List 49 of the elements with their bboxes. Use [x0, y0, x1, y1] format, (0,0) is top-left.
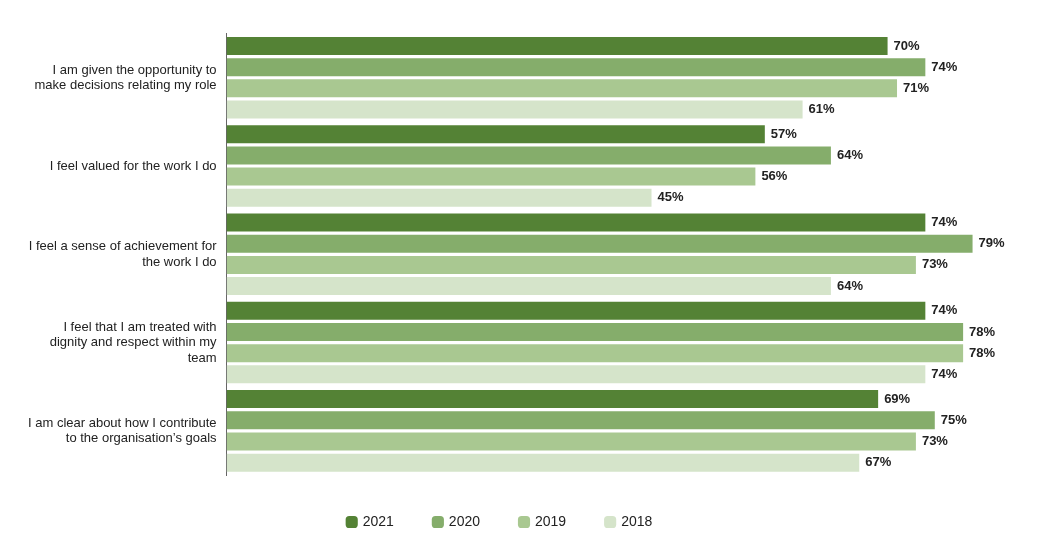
- data-label: 57%: [770, 125, 798, 141]
- data-label: 75%: [940, 411, 968, 427]
- data-label: 70%: [893, 37, 921, 53]
- bar: [226, 365, 926, 384]
- data-label: 69%: [884, 390, 911, 406]
- data-label: 56%: [761, 168, 788, 184]
- y-tick-label: I feel that I am treated with dignity and respect within my team: [49, 318, 218, 365]
- bar: [226, 100, 803, 119]
- y-tick-label: I am clear about how I contribute to the organisation’s goals: [27, 414, 218, 446]
- bar: [226, 390, 879, 409]
- data-label: 74%: [931, 365, 958, 381]
- bar: [226, 277, 831, 296]
- bar: [226, 432, 916, 451]
- data-label: 73%: [921, 256, 949, 272]
- bar: [226, 188, 652, 207]
- legend-label: 2020: [448, 512, 481, 529]
- legend-label: 2019: [535, 512, 567, 529]
- data-label: 67%: [865, 454, 892, 470]
- data-label: 73%: [921, 433, 949, 449]
- bar: [226, 411, 935, 430]
- data-label: 45%: [657, 189, 684, 205]
- legend-label: 2021: [362, 512, 395, 529]
- bar: [226, 301, 926, 320]
- legend-label: 2018: [621, 512, 653, 529]
- data-label: 74%: [931, 302, 958, 318]
- bar: [226, 146, 831, 165]
- bar: [226, 36, 888, 55]
- y-tick-label: I feel valued for the work I do: [49, 157, 217, 173]
- bar: [226, 255, 916, 274]
- y-tick-label: I am given the opportunity to make decisions relating my role: [34, 61, 217, 93]
- data-label: 71%: [903, 79, 930, 95]
- bar: [226, 322, 964, 341]
- data-label: 78%: [969, 344, 996, 360]
- bar: [226, 453, 860, 472]
- y-tick-label: I feel a sense of achievement for the work I do: [28, 238, 218, 269]
- data-label: 74%: [931, 214, 958, 230]
- data-label: 64%: [836, 277, 864, 293]
- bar: [226, 125, 765, 144]
- data-label: 61%: [808, 101, 836, 117]
- data-label: 74%: [931, 58, 958, 74]
- bar: [226, 167, 756, 186]
- bar: [226, 234, 973, 253]
- bar: [226, 213, 926, 232]
- data-label: 79%: [978, 235, 1006, 251]
- bar: [226, 58, 926, 77]
- bar: [226, 344, 964, 363]
- bar: [226, 79, 898, 98]
- data-label: 64%: [836, 147, 864, 162]
- data-label: 78%: [969, 323, 996, 339]
